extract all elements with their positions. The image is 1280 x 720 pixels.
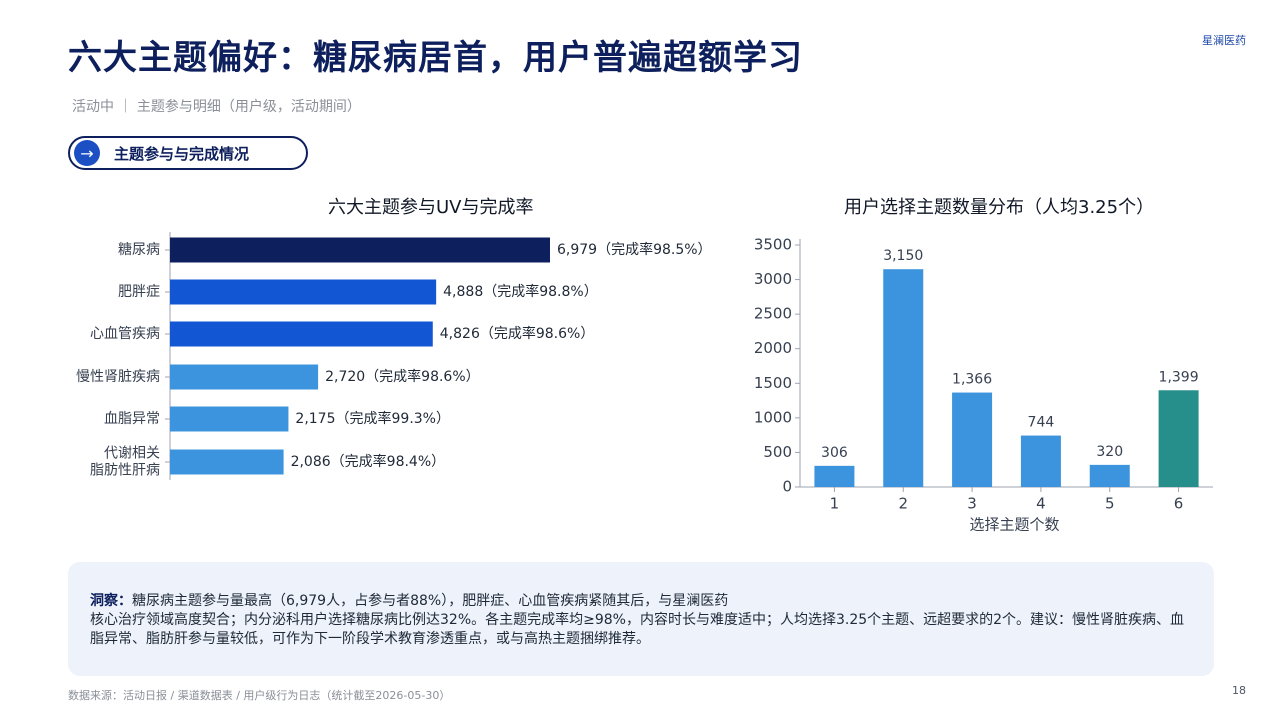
insight-label: 洞察： [90,593,132,609]
distribution-y-tick-label: 500 [763,443,792,461]
topic-value-label: 4,826（完成率98.6%） [440,325,595,342]
distribution-x-tick-label: 5 [1105,495,1115,513]
distribution-chart-title: 用户选择主题数量分布（人均3.25个） [844,197,1155,218]
topic-value-label: 2,175（完成率99.3%） [295,410,450,427]
breadcrumb: 活动中 ｜ 主题参与明细（用户级，活动期间） [72,99,361,115]
topic-category-label: 心血管疾病 [90,326,160,342]
topic-bar [170,279,437,305]
distribution-y-tick-label: 2500 [754,305,792,323]
distribution-bar [952,392,993,487]
distribution-y-tick-label: 2000 [754,339,792,357]
topic-bar [170,406,289,432]
distribution-value-label: 1,366 [952,372,992,388]
distribution-value-label: 306 [821,445,848,461]
distribution-x-tick-label: 6 [1174,495,1184,513]
charts-canvas: 糖尿病 6,979（完成率98.5%） 肥胖症 4,888（完成率98.8%） 心血管疾… [76,232,1213,534]
distribution-value-label: 744 [1028,415,1055,431]
distribution-y-tick-label: 3000 [754,270,792,288]
arrow-right-icon: → [74,140,100,166]
distribution-value-label: 320 [1096,444,1123,460]
page-title: 六大主题偏好：糖尿病居首，用户普遍超额学习 [68,38,803,78]
distribution-bar [1020,435,1061,487]
topic-category-label: 代谢相关 [104,446,160,462]
distribution-bar [883,269,924,487]
topic-value-label: 2,086（完成率98.4%） [291,453,446,470]
distribution-x-tick-label: 2 [898,495,908,513]
page-number: 18 [1232,684,1246,697]
distribution-x-tick-label: 3 [967,495,977,513]
data-source-note: 数据来源：活动日报 / 渠道数据表 / 用户级行为日志（统计截至2026-05-… [68,689,451,702]
topic-category-label: 血脂异常 [104,411,160,427]
topic-bar [170,449,284,475]
insight-box: 洞察：糖尿病主题参与量最高（6,979人，占参与者88%），肥胖症、心血管疾病紧… [68,562,1214,676]
insight-line-2: 核心治疗领域高度契合；内分泌科用户选择糖尿病比例达32%。各主题完成率均≥98%… [90,612,1185,647]
topic-category-label: 糖尿病 [118,242,160,258]
distribution-x-tick-label: 1 [830,495,840,513]
section-pill: → 主题参与与完成情况 [68,136,308,170]
brand-logo-text: 星澜医药 [1202,34,1246,47]
topic-category-label: 肥胖症 [118,284,160,300]
topic-category-label: 脂肪性肝病 [90,463,160,479]
topic-value-label: 2,720（完成率98.6%） [325,368,480,385]
topic-bar [170,364,319,390]
distribution-y-tick-label: 1000 [754,408,792,426]
distribution-x-axis-label: 选择主题个数 [969,516,1059,534]
topic-value-label: 4,888（完成率98.8%） [443,283,598,300]
topic-bar [170,237,550,263]
distribution-y-tick-label: 0 [782,478,792,496]
topic-chart-title: 六大主题参与UV与完成率 [328,197,534,218]
distribution-bar [814,465,855,487]
distribution-x-tick-label: 4 [1036,495,1046,513]
insight-line-1: 糖尿病主题参与量最高（6,979人，占参与者88%），肥胖症、心血管疾病紧随其后… [132,593,729,609]
distribution-value-label: 3,150 [883,248,923,264]
topic-category-label: 慢性肾脏疾病 [76,368,160,385]
distribution-y-tick-label: 3500 [754,236,792,254]
section-pill-label: 主题参与与完成情况 [114,144,250,163]
topic-value-label: 6,979（完成率98.5%） [557,241,712,258]
distribution-value-label: 1,399 [1159,369,1199,385]
topic-bar [170,321,433,347]
distribution-bar [1158,390,1199,487]
distribution-bar [1089,464,1130,487]
distribution-y-tick-label: 1500 [754,374,792,392]
